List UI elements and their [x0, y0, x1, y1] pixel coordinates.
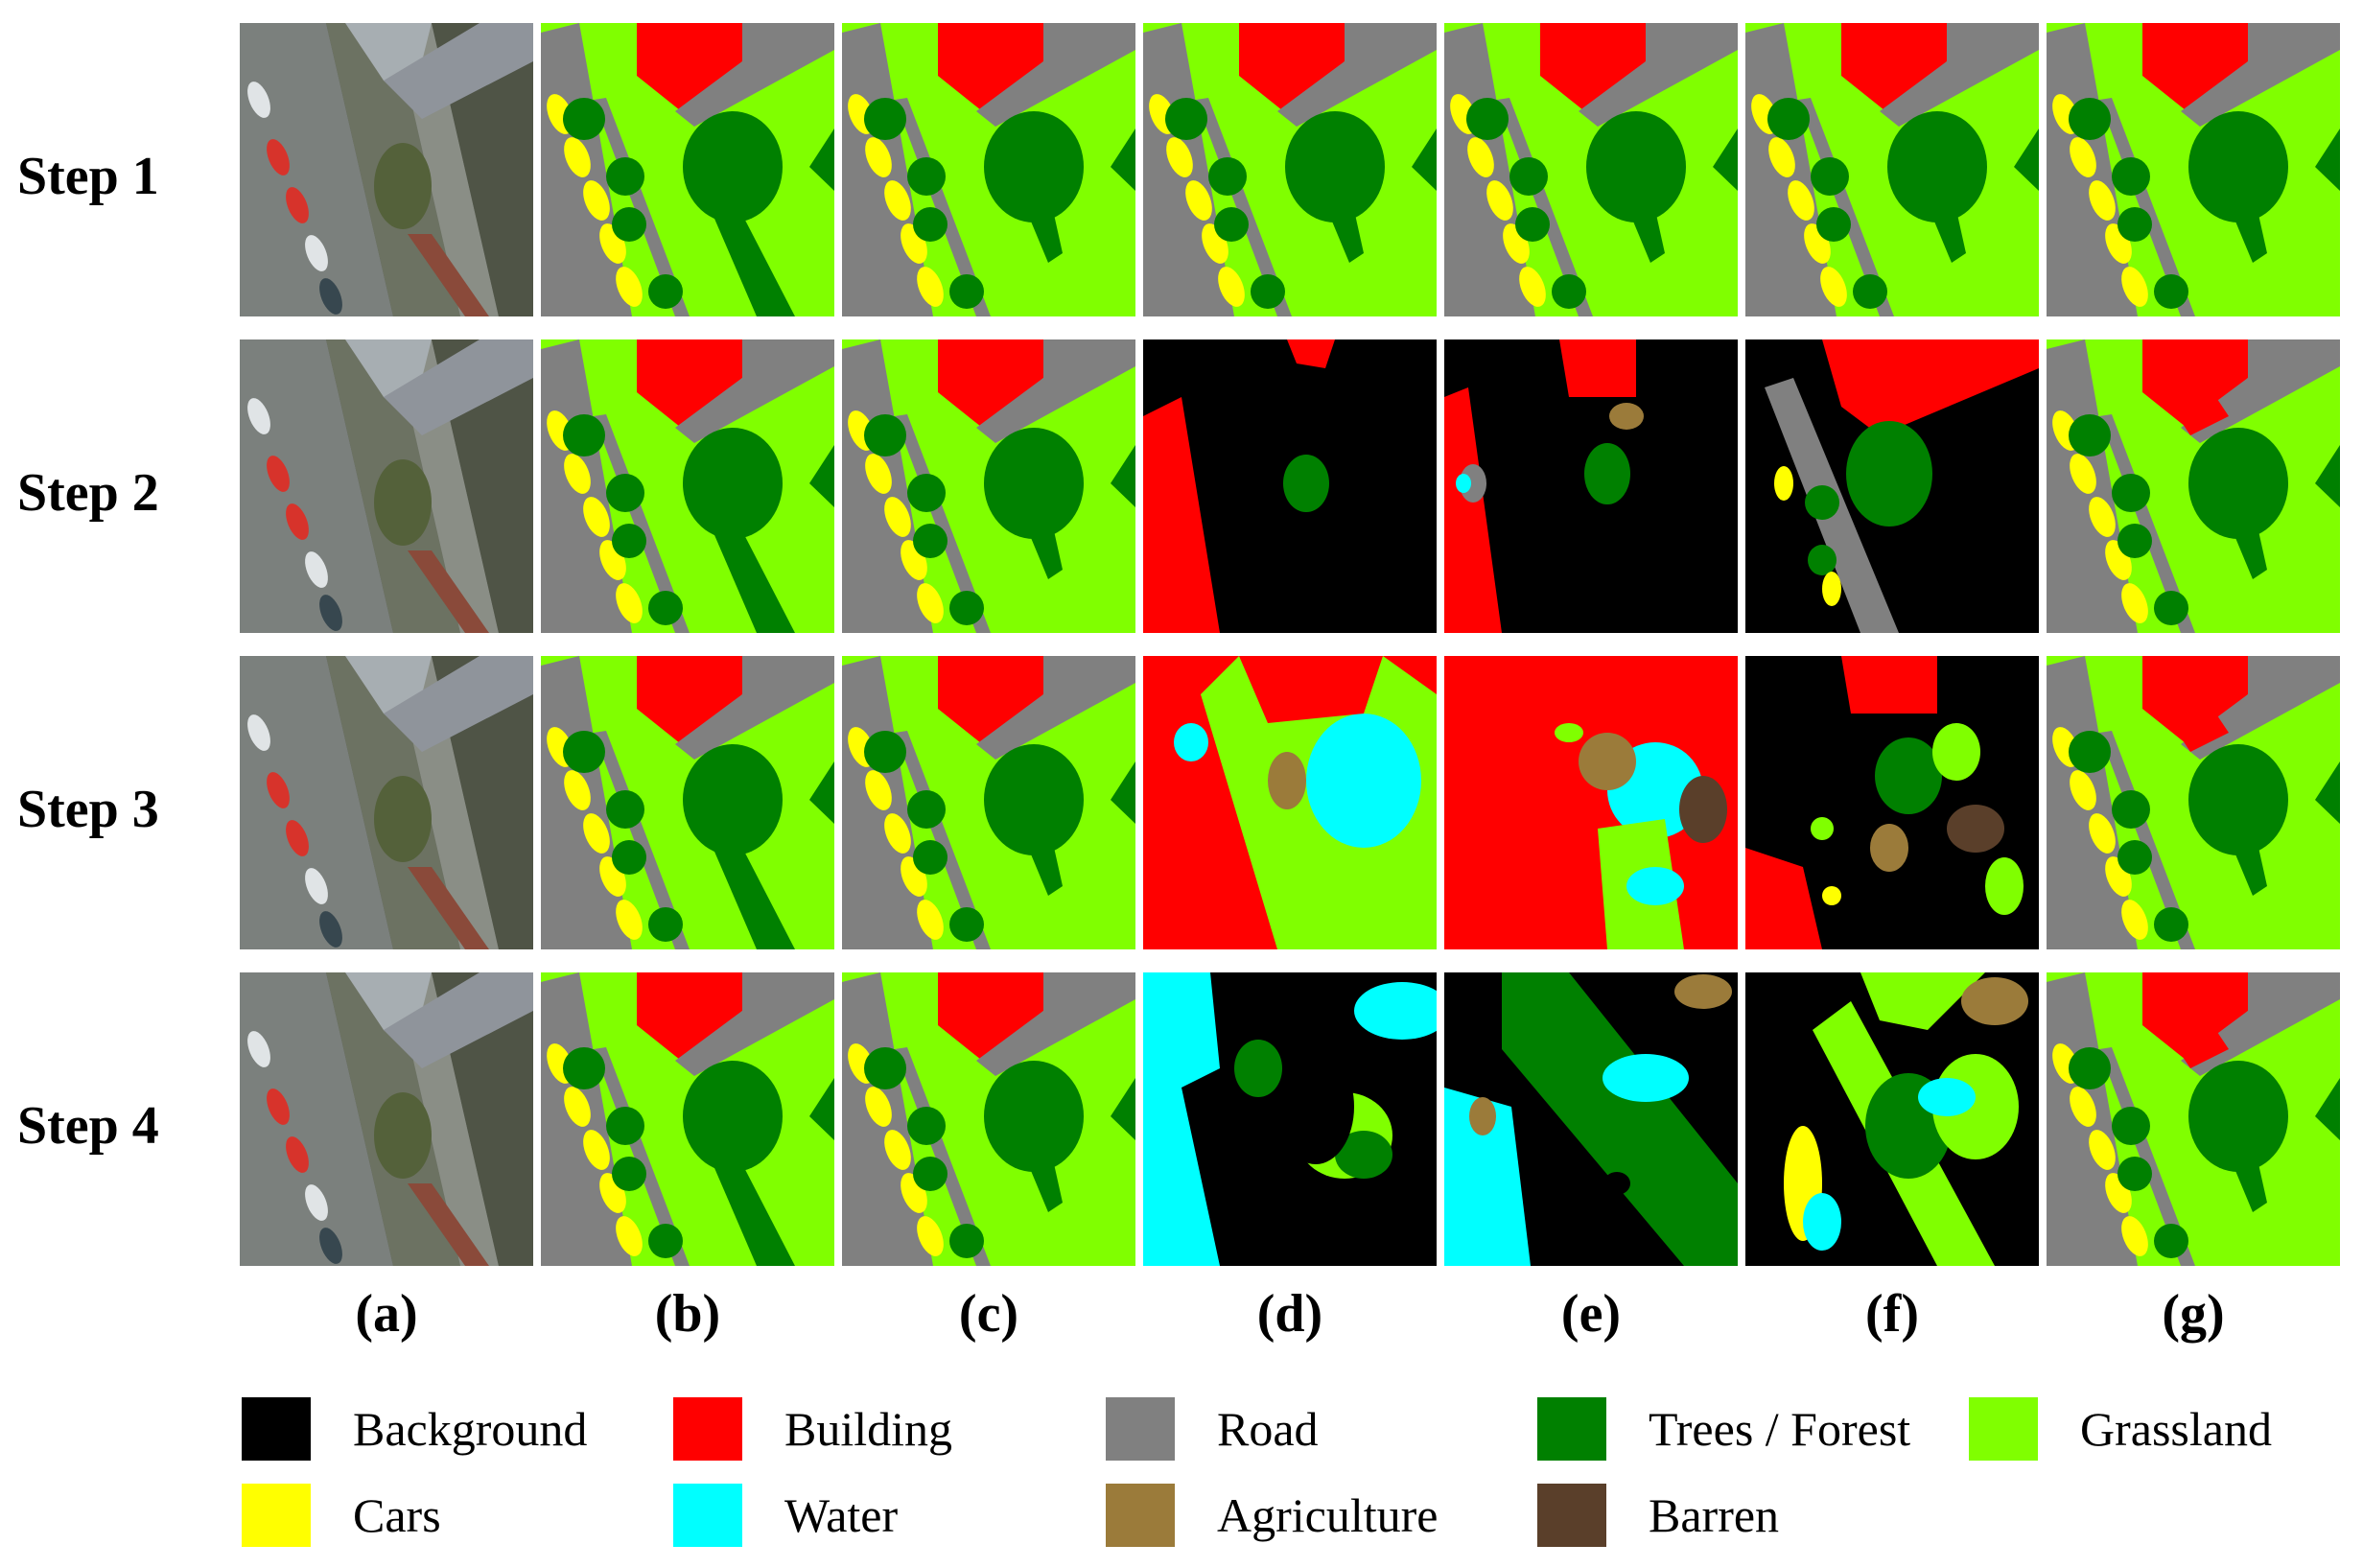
legend-swatch-cars: [242, 1484, 311, 1547]
segmentation-map: [240, 23, 533, 316]
legend-swatch-road: [1106, 1397, 1175, 1461]
image-cell-step-2-b: [541, 339, 834, 633]
segmentation-map: [1745, 339, 2039, 633]
image-cell-step-1-b: [541, 23, 834, 316]
segmentation-map: [1745, 23, 2039, 316]
segmentation-map: [2047, 656, 2340, 949]
segmentation-map: [240, 656, 533, 949]
image-cell-step-3-f: [1745, 656, 2039, 949]
image-cell-step-1-f: [1745, 23, 2039, 316]
segmentation-map: [541, 23, 834, 316]
legend-label-background: Background: [353, 1402, 588, 1456]
row-label-step-4: Step 4: [17, 1096, 159, 1156]
row-label-step-3: Step 3: [17, 780, 159, 839]
image-cell-step-2-c: [842, 339, 1135, 633]
legend-item-grassland: Grassland: [1969, 1395, 2272, 1463]
image-cell-step-2-a: [240, 339, 533, 633]
col-label-c: (c): [958, 1284, 1019, 1344]
segmentation-map: [1745, 656, 2039, 949]
segmentation-map: [240, 972, 533, 1266]
image-cell-step-3-g: [2047, 656, 2340, 949]
image-cell-step-2-g: [2047, 339, 2340, 633]
col-label-e: (e): [1560, 1284, 1622, 1344]
image-cell-step-3-c: [842, 656, 1135, 949]
legend-label-trees-forest: Trees / Forest: [1649, 1402, 1911, 1456]
segmentation-map: [842, 972, 1135, 1266]
segmentation-map: [2047, 23, 2340, 316]
image-cell-step-4-c: [842, 972, 1135, 1266]
legend-label-building: Building: [784, 1402, 953, 1456]
legend-item-trees-forest: Trees / Forest: [1537, 1395, 1910, 1463]
segmentation-map: [1444, 656, 1738, 949]
legend-swatch-building: [673, 1397, 742, 1461]
col-label-f: (f): [1865, 1284, 1919, 1344]
segmentation-map: [541, 339, 834, 633]
segmentation-map: [842, 339, 1135, 633]
segmentation-map: [1143, 23, 1437, 316]
segmentation-map: [1143, 656, 1437, 949]
legend-item-agriculture: Agriculture: [1106, 1482, 1438, 1549]
legend-label-road: Road: [1217, 1402, 1319, 1456]
legend-swatch-agriculture: [1106, 1484, 1175, 1547]
image-cell-step-1-e: [1444, 23, 1738, 316]
col-label-a: (a): [355, 1284, 418, 1344]
image-cell-step-3-a: [240, 656, 533, 949]
legend-swatch-background: [242, 1397, 311, 1461]
row-label-step-2: Step 2: [17, 463, 159, 523]
legend-swatch-grassland: [1969, 1397, 2038, 1461]
legend-item-barren: Barren: [1537, 1482, 1779, 1549]
row-label-step-1: Step 1: [17, 147, 159, 206]
col-label-d: (d): [1256, 1284, 1323, 1344]
image-cell-step-4-e: [1444, 972, 1738, 1266]
segmentation-map: [240, 339, 533, 633]
segmentation-map: [1444, 339, 1738, 633]
image-cell-step-4-a: [240, 972, 533, 1266]
legend-label-cars: Cars: [353, 1488, 441, 1542]
image-cell-step-2-d: [1143, 339, 1437, 633]
legend-swatch-trees-forest: [1537, 1397, 1606, 1461]
segmentation-map: [842, 23, 1135, 316]
image-cell-step-2-e: [1444, 339, 1738, 633]
legend-swatch-water: [673, 1484, 742, 1547]
legend-item-cars: Cars: [242, 1482, 441, 1549]
image-cell-step-4-d: [1143, 972, 1437, 1266]
col-label-b: (b): [654, 1284, 721, 1344]
image-cell-step-4-b: [541, 972, 834, 1266]
col-label-g: (g): [2162, 1284, 2225, 1344]
segmentation-map: [842, 656, 1135, 949]
segmentation-map: [1745, 972, 2039, 1266]
legend-label-water: Water: [784, 1488, 899, 1542]
segmentation-map: [541, 972, 834, 1266]
segmentation-map: [1143, 972, 1437, 1266]
segmentation-map: [1444, 23, 1738, 316]
legend-item-background: Background: [242, 1395, 587, 1463]
legend-label-barren: Barren: [1649, 1488, 1780, 1542]
image-cell-step-4-f: [1745, 972, 2039, 1266]
legend-label-grassland: Grassland: [2080, 1402, 2272, 1456]
segmentation-map: [1143, 339, 1437, 633]
segmentation-map: [541, 656, 834, 949]
image-cell-step-3-b: [541, 656, 834, 949]
image-cell-step-1-c: [842, 23, 1135, 316]
segmentation-map: [2047, 972, 2340, 1266]
image-cell-step-1-d: [1143, 23, 1437, 316]
legend-label-agriculture: Agriculture: [1217, 1488, 1439, 1542]
segmentation-map: [1444, 972, 1738, 1266]
legend-item-building: Building: [673, 1395, 952, 1463]
legend-item-road: Road: [1106, 1395, 1319, 1463]
image-cell-step-2-f: [1745, 339, 2039, 633]
image-cell-step-3-e: [1444, 656, 1738, 949]
legend-item-water: Water: [673, 1482, 898, 1549]
legend-swatch-barren: [1537, 1484, 1606, 1547]
image-cell-step-4-g: [2047, 972, 2340, 1266]
image-cell-step-1-a: [240, 23, 533, 316]
image-cell-step-1-g: [2047, 23, 2340, 316]
segmentation-map: [2047, 339, 2340, 633]
image-cell-step-3-d: [1143, 656, 1437, 949]
